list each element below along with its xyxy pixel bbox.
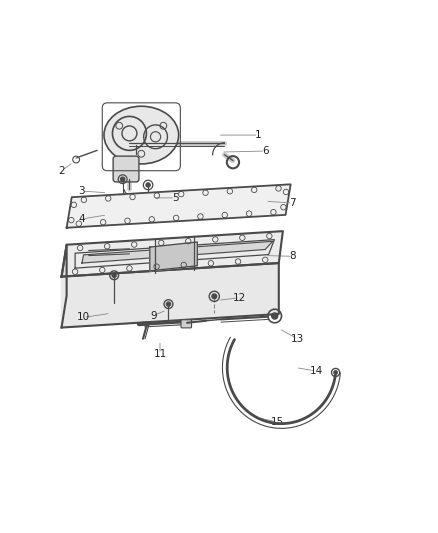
Text: 2: 2	[58, 166, 65, 176]
Circle shape	[212, 294, 217, 298]
Text: 5: 5	[172, 193, 179, 203]
Text: 6: 6	[262, 146, 268, 156]
Polygon shape	[61, 263, 279, 328]
Polygon shape	[150, 242, 197, 271]
Text: 13: 13	[291, 334, 304, 344]
FancyBboxPatch shape	[113, 156, 139, 182]
Text: 8: 8	[289, 251, 296, 261]
Text: 7: 7	[289, 198, 296, 208]
Circle shape	[112, 273, 116, 277]
Text: 4: 4	[78, 214, 85, 224]
Polygon shape	[61, 245, 67, 328]
Circle shape	[166, 302, 170, 306]
Circle shape	[146, 183, 150, 187]
Text: 1: 1	[255, 130, 262, 140]
Polygon shape	[82, 241, 273, 263]
Text: 12: 12	[233, 293, 247, 303]
Text: 11: 11	[153, 349, 166, 359]
Text: 15: 15	[270, 417, 284, 427]
Circle shape	[120, 177, 125, 181]
Circle shape	[272, 313, 278, 319]
Polygon shape	[67, 184, 291, 228]
FancyBboxPatch shape	[181, 320, 191, 328]
Text: 14: 14	[310, 366, 323, 376]
Ellipse shape	[104, 106, 179, 164]
Polygon shape	[61, 231, 283, 277]
Polygon shape	[61, 314, 279, 328]
Circle shape	[334, 371, 337, 374]
Text: 10: 10	[77, 312, 90, 322]
Text: 9: 9	[150, 311, 156, 321]
Text: 3: 3	[78, 186, 85, 196]
